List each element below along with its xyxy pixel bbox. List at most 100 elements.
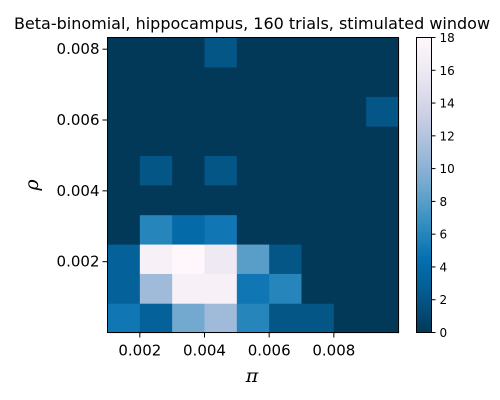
heatmap-cell: [366, 243, 400, 274]
heatmap-cell: [366, 37, 400, 68]
heatmap-cell: [269, 214, 303, 245]
y-tick-label: 0.002: [57, 253, 100, 271]
heatmap-cell: [139, 126, 173, 157]
heatmap-cell: [204, 126, 238, 157]
heatmap-cell: [107, 214, 141, 245]
heatmap-cell: [139, 96, 173, 127]
heatmap-cell: [269, 184, 303, 216]
heatmap-cell: [333, 66, 367, 97]
heatmap-cell: [333, 214, 367, 245]
heatmap-cell: [366, 303, 400, 334]
heatmap-cell: [107, 243, 141, 274]
heatmap-cell: [172, 155, 206, 186]
x-axis-label: π: [245, 365, 259, 387]
heatmap-cell: [301, 96, 335, 127]
heatmap-cell: [172, 243, 206, 274]
heatmap-cell: [204, 66, 238, 97]
heatmap-cell: [301, 243, 335, 274]
heatmap-cell: [236, 66, 270, 97]
colorbar-tick-label: 4: [440, 260, 448, 274]
chart-title: Beta-binomial, hippocampus, 160 trials, …: [14, 14, 490, 33]
heatmap-cell: [172, 273, 206, 304]
heatmap-cell: [301, 66, 335, 97]
heatmap-cell: [269, 243, 303, 274]
heatmap-cell: [172, 96, 206, 127]
heatmap-cell: [204, 155, 238, 186]
colorbar-tick-label: 16: [440, 64, 455, 78]
heatmap-cell: [139, 273, 173, 304]
heatmap-cell: [236, 126, 270, 157]
x-tick-label: 0.002: [118, 342, 161, 360]
heatmap-cell: [139, 214, 173, 245]
heatmap-cell: [204, 37, 238, 68]
heatmap-cell: [172, 214, 206, 245]
plot-frame: [107, 37, 399, 333]
colorbar-tick-label: 6: [440, 228, 448, 242]
heatmap-cell: [269, 273, 303, 304]
heatmap-cell: [172, 66, 206, 97]
heatmap-cell: [107, 303, 141, 334]
heatmap-cell: [139, 243, 173, 274]
heatmap-cell: [204, 96, 238, 127]
heatmap-cell: [366, 155, 400, 186]
heatmap-cell: [269, 96, 303, 127]
heatmap-cell: [172, 37, 206, 68]
x-tick-label: 0.004: [183, 342, 226, 360]
heatmap-cell: [204, 303, 238, 334]
heatmap-cell: [269, 126, 303, 157]
heatmap-cell: [301, 126, 335, 157]
heatmap-cell: [107, 184, 141, 216]
heatmap-cell: [366, 273, 400, 304]
heatmap-cell: [366, 126, 400, 157]
heatmap-cell: [204, 243, 238, 274]
y-tick-label: 0.004: [57, 182, 100, 200]
heatmap-cell: [333, 273, 367, 304]
heatmap-cell: [107, 37, 141, 68]
colorbar-axis: 0 2 4 6 8 10 12 14 16 18: [431, 31, 455, 340]
y-tick-label: 0.006: [57, 111, 100, 129]
heatmap-cell: [236, 273, 270, 304]
colorbar-tick-label: 8: [440, 195, 448, 209]
heatmap-cell: [333, 126, 367, 157]
heatmap-cell: [333, 243, 367, 274]
heatmap-cell: [236, 243, 270, 274]
heatmap-cell: [236, 214, 270, 245]
heatmap-cell: [269, 66, 303, 97]
colorbar-tick-label: 12: [440, 129, 455, 143]
heatmap-cell: [204, 273, 238, 304]
heatmap-cell: [269, 37, 303, 68]
heatmap-cell: [236, 96, 270, 127]
heatmap-cell: [107, 126, 141, 157]
heatmap-cell: [204, 214, 238, 245]
heatmap-cell: [172, 184, 206, 216]
heatmap-cell: [107, 96, 141, 127]
heatmap-cell: [236, 184, 270, 216]
colorbar-tick-label: 0: [440, 326, 448, 340]
heatmap-cell: [366, 96, 400, 127]
y-axis: 0.002 0.004 0.006 0.008: [57, 40, 108, 271]
heatmap-cell: [236, 155, 270, 186]
heatmap-cell: [301, 273, 335, 304]
heatmap-cell: [107, 273, 141, 304]
heatmap-cell: [139, 37, 173, 68]
heatmap-cell: [301, 214, 335, 245]
x-tick-label: 0.008: [312, 342, 355, 360]
x-axis: 0.002 0.004 0.006 0.008: [118, 332, 355, 360]
heatmap-cell: [107, 66, 141, 97]
heatmap-cell: [333, 303, 367, 334]
heatmap-cells: [107, 37, 400, 334]
heatmap-cell: [366, 184, 400, 216]
heatmap-cell: [333, 37, 367, 68]
heatmap-cell: [269, 155, 303, 186]
heatmap-cell: [269, 303, 303, 334]
heatmap-cell: [301, 155, 335, 186]
heatmap-cell: [333, 155, 367, 186]
heatmap-cell: [301, 303, 335, 334]
heatmap-cell: [301, 37, 335, 68]
colorbar-tick-label: 10: [440, 162, 455, 176]
heatmap-cell: [333, 96, 367, 127]
colorbar-tick-label: 18: [440, 31, 455, 45]
heatmap-cell: [333, 184, 367, 216]
heatmap-cell: [366, 66, 400, 97]
